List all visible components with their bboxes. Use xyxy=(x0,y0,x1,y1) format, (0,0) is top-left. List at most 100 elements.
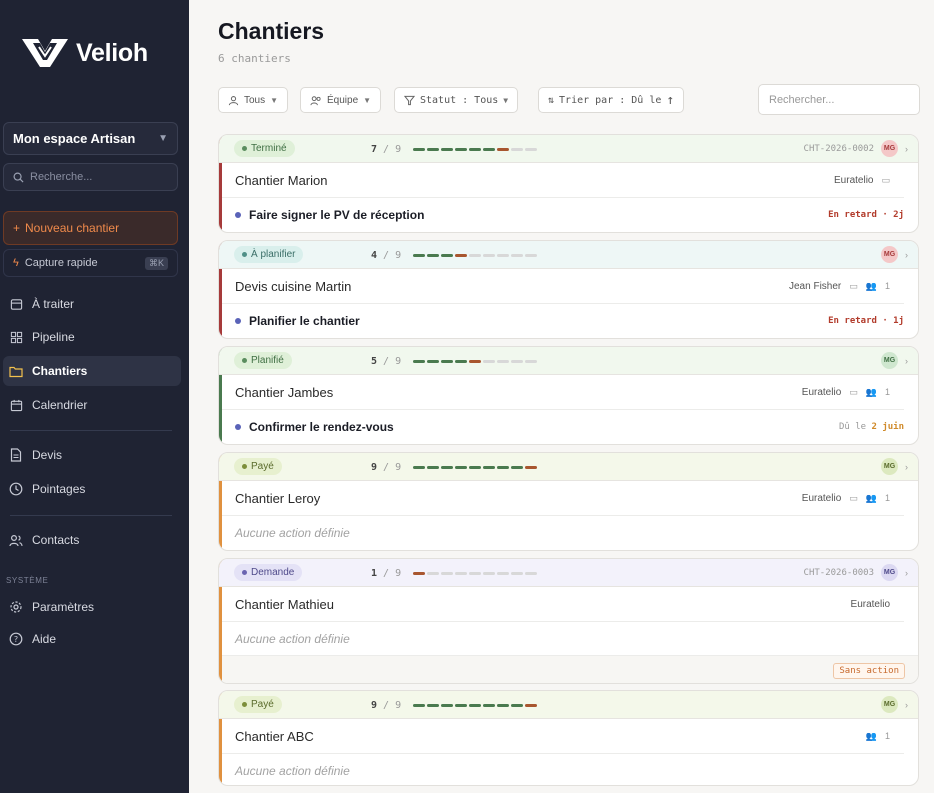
sidebar-item-aide[interactable]: ? Aide xyxy=(3,624,181,654)
card-header: Payé 9/9 MG › xyxy=(219,453,918,481)
next-action-row[interactable]: Confirmer le rendez-vous Dû le 2 juin xyxy=(219,410,918,443)
action-bullet xyxy=(235,423,241,430)
assignee-count: 1 xyxy=(884,493,890,503)
note-icon: ▭ xyxy=(881,174,890,185)
chevron-right-icon[interactable]: › xyxy=(905,249,908,260)
main-content: Chantiers 6 chantiers Tous ▼ Équipe ▼ St… xyxy=(189,0,934,793)
quick-capture-button[interactable]: ϟ Capture rapide ⌘K xyxy=(3,249,178,277)
inbox-icon xyxy=(9,297,23,311)
no-action-text: Aucune action définie xyxy=(235,525,350,540)
due-status: En retard · 1j xyxy=(828,315,904,326)
sidebar-item-a-traiter[interactable]: À traiter xyxy=(3,289,181,319)
card-header: Demande 1/9 CHT-2026-0003 MG › xyxy=(219,559,918,587)
sidebar-item-label: Pointages xyxy=(32,482,86,496)
sidebar-search-placeholder: Recherche... xyxy=(30,171,93,183)
users-icon xyxy=(9,533,23,547)
status-badge: Terminé xyxy=(234,140,295,157)
progress-indicator: 9/9 xyxy=(371,453,538,481)
client-name: Jean Fisher xyxy=(789,280,842,292)
next-action-row[interactable]: Faire signer le PV de réception En retar… xyxy=(219,198,918,231)
sidebar-item-label: Contacts xyxy=(32,533,80,547)
sidebar-item-pipeline[interactable]: Pipeline xyxy=(3,322,181,352)
page-title: Chantiers xyxy=(218,18,325,44)
clock-icon xyxy=(9,482,23,496)
avatar: MG xyxy=(881,140,898,157)
next-action: Faire signer le PV de réception xyxy=(249,207,425,222)
sort-control[interactable]: ⇅ Trier par : Dû le ↑ xyxy=(538,87,685,113)
chevron-right-icon[interactable]: › xyxy=(905,143,908,154)
user-icon xyxy=(228,95,239,105)
next-action-row[interactable]: Aucune action définie xyxy=(219,516,918,549)
sidebar-search-input[interactable]: Recherche... xyxy=(3,163,178,191)
next-action-row[interactable]: Aucune action définie xyxy=(219,622,918,655)
sidebar-item-devis[interactable]: Devis xyxy=(3,440,181,470)
avatar: MG xyxy=(881,458,898,475)
avatar: MG xyxy=(881,246,898,263)
workspace-name: Mon espace Artisan xyxy=(13,131,136,146)
sidebar-item-parametres[interactable]: Paramètres xyxy=(3,592,181,622)
chantier-card[interactable]: Planifié 5/9 MG › Chantier Jambes Eurate… xyxy=(218,346,919,445)
status-badge: Payé xyxy=(234,458,282,475)
note-icon: ▭ xyxy=(849,492,858,503)
action-bullet xyxy=(235,317,241,324)
progress-indicator: 7/9 xyxy=(371,135,538,163)
sidebar-item-label: À traiter xyxy=(32,297,75,311)
workspace-selector[interactable]: Mon espace Artisan ▼ xyxy=(3,122,178,155)
chantier-name: Devis cuisine Martin xyxy=(235,278,352,294)
filter-team[interactable]: Équipe ▼ xyxy=(300,87,382,113)
chevron-right-icon[interactable]: › xyxy=(905,461,908,472)
card-title-row: Chantier Jambes Euratelio ▭ 👥 1 xyxy=(219,375,904,410)
card-header: Terminé 7/9 CHT-2026-0002 MG › xyxy=(219,135,918,163)
card-accent xyxy=(219,559,222,683)
card-title-row: Chantier Marion Euratelio ▭ xyxy=(219,163,904,198)
card-title-row: Devis cuisine Martin Jean Fisher ▭ 👥 1 xyxy=(219,269,904,304)
filter-team-label: Équipe xyxy=(327,94,359,106)
sidebar-item-label: Paramètres xyxy=(32,600,95,614)
chantier-name: Chantier Marion xyxy=(235,172,328,188)
funnel-icon xyxy=(404,95,415,105)
chantier-card[interactable]: Payé 9/9 MG › Chantier ABC 👥 1 Aucune act… xyxy=(218,690,919,786)
brand-name: Velioh xyxy=(76,38,148,67)
status-badge: Demande xyxy=(234,564,303,581)
chantier-card[interactable]: Terminé 7/9 CHT-2026-0002 MG › Chantier … xyxy=(218,134,919,233)
sidebar-item-pointages[interactable]: Pointages xyxy=(3,474,181,504)
chevron-right-icon[interactable]: › xyxy=(905,699,908,710)
grid-icon xyxy=(9,330,23,344)
assignee-count: 1 xyxy=(884,731,890,741)
chantier-card[interactable]: À planifier 4/9 MG › Devis cuisine Marti… xyxy=(218,240,919,339)
no-action-text: Aucune action définie xyxy=(235,763,350,778)
chantier-card[interactable]: Payé 9/9 MG › Chantier Leroy Euratelio ▭ 👥… xyxy=(218,452,919,551)
note-icon: ▭ xyxy=(849,280,858,291)
new-chantier-button[interactable]: + Nouveau chantier xyxy=(3,211,178,245)
filter-person[interactable]: Tous ▼ xyxy=(218,87,289,113)
progress-bar xyxy=(413,359,538,363)
chantier-name: Chantier Jambes xyxy=(235,384,334,400)
brand-logo[interactable]: Velioh xyxy=(20,36,148,70)
lightning-icon: ϟ xyxy=(13,257,19,269)
card-title-row: Chantier Mathieu Euratelio xyxy=(219,587,904,622)
sidebar-item-calendrier[interactable]: Calendrier xyxy=(3,390,181,420)
chevron-down-icon: ▼ xyxy=(363,95,372,105)
client-name: Euratelio xyxy=(801,386,842,398)
client-name: Euratelio xyxy=(801,492,842,504)
sidebar-divider xyxy=(10,515,172,516)
new-chantier-label: Nouveau chantier xyxy=(25,221,120,235)
client-name: Euratelio xyxy=(834,174,874,186)
progress-indicator: 4/9 xyxy=(371,241,538,269)
sidebar-item-chantiers[interactable]: Chantiers xyxy=(3,356,181,386)
card-title-row: Chantier ABC 👥 1 xyxy=(219,719,904,754)
search-input[interactable]: Rechercher... xyxy=(758,84,920,115)
filter-status[interactable]: Statut : Tous ▼ xyxy=(394,87,519,113)
assignee-count: 1 xyxy=(884,387,890,397)
chantier-card[interactable]: Demande 1/9 CHT-2026-0003 MG › Chantier … xyxy=(218,558,919,684)
svg-text:?: ? xyxy=(14,635,18,644)
next-action-row[interactable]: Planifier le chantier En retard · 1j xyxy=(219,304,918,337)
progress-bar xyxy=(413,253,538,257)
sidebar-item-contacts[interactable]: Contacts xyxy=(3,525,181,555)
progress-bar xyxy=(413,147,538,151)
next-action-row[interactable]: Aucune action définie xyxy=(219,754,918,785)
chevron-right-icon[interactable]: › xyxy=(905,567,908,578)
chevron-right-icon[interactable]: › xyxy=(905,355,908,366)
card-accent xyxy=(219,135,222,232)
assignees-icon: 👥 xyxy=(865,492,877,503)
